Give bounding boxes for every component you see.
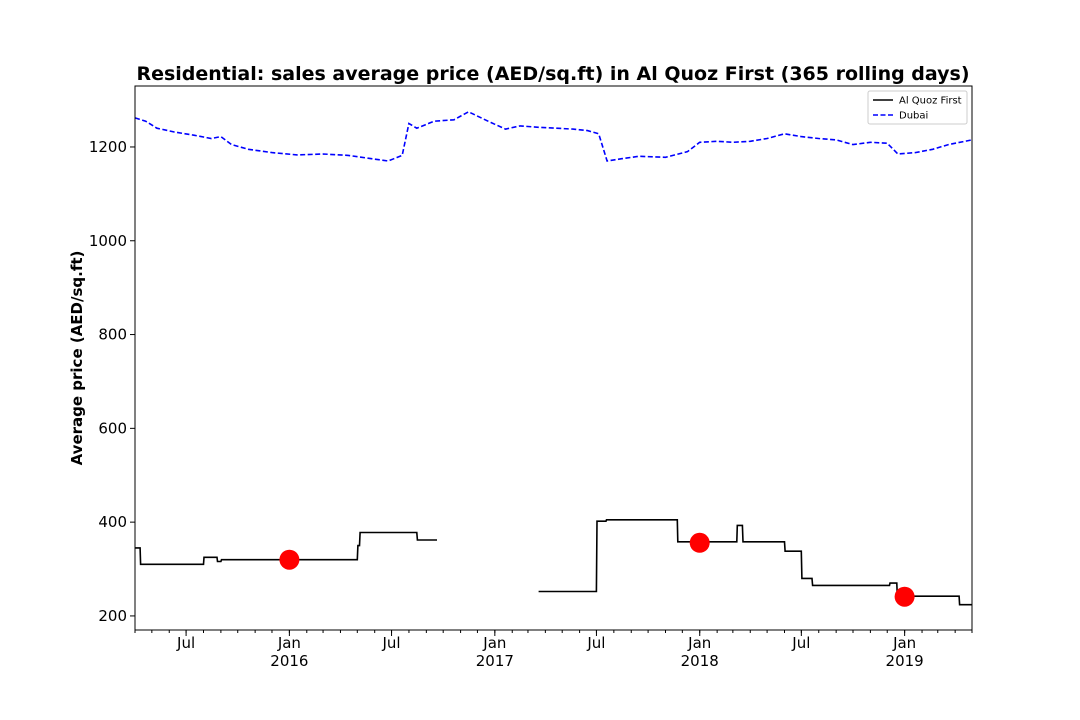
y-tick-label: 200 <box>98 607 127 625</box>
plot-lines <box>134 110 973 606</box>
legend-label-2: Dubai <box>899 111 928 122</box>
plot-markers <box>279 532 915 607</box>
series-line-1-segment-2 <box>538 518 972 606</box>
legend-label-1: Al Quoz First <box>899 96 962 107</box>
x-tick-label: Jul <box>176 634 195 652</box>
y-axis: 200 400 600 800 1000 1200 <box>89 138 135 625</box>
y-axis-label: Average price (AED/sq.ft) <box>68 251 86 466</box>
x-tick-label: Jul <box>791 634 810 652</box>
x-tick-label: Jan <box>892 634 916 652</box>
series-line-1-segment-1 <box>135 531 437 566</box>
x-tick-label: Jan <box>687 634 711 652</box>
y-tick-label: 1200 <box>89 138 127 156</box>
y-tick-label: 400 <box>98 513 127 531</box>
series-line-2-segment-1 <box>134 110 973 162</box>
legend: Al Quoz First Dubai <box>867 90 968 125</box>
x-tick-label: Jul <box>586 634 605 652</box>
x-year-label: 2018 <box>681 652 719 670</box>
marker-point-1 <box>279 549 300 570</box>
marker-point-3 <box>894 586 915 607</box>
x-tick-label: Jan <box>277 634 301 652</box>
x-tick-label: Jul <box>381 634 400 652</box>
plot-frame <box>134 85 973 631</box>
x-year-label: 2019 <box>886 652 924 670</box>
y-tick-label: 1000 <box>89 232 127 250</box>
y-tick-label: 600 <box>98 419 127 437</box>
y-tick-label: 800 <box>98 326 127 344</box>
x-tick-label: Jan <box>482 634 506 652</box>
x-year-label: 2017 <box>476 652 514 670</box>
chart-title: Residential: sales average price (AED/sq… <box>136 63 969 85</box>
x-year-label: 2016 <box>270 652 308 670</box>
marker-point-2 <box>689 532 710 553</box>
